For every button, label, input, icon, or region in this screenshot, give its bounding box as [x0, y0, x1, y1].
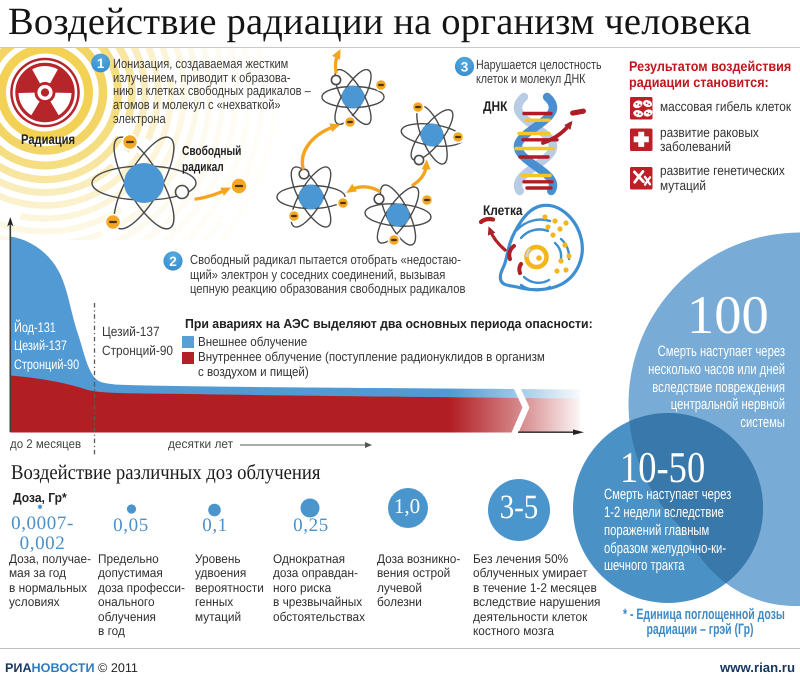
svg-text:1: 1	[97, 56, 105, 71]
svg-text:2: 2	[169, 254, 177, 269]
svg-text:3: 3	[461, 59, 469, 74]
